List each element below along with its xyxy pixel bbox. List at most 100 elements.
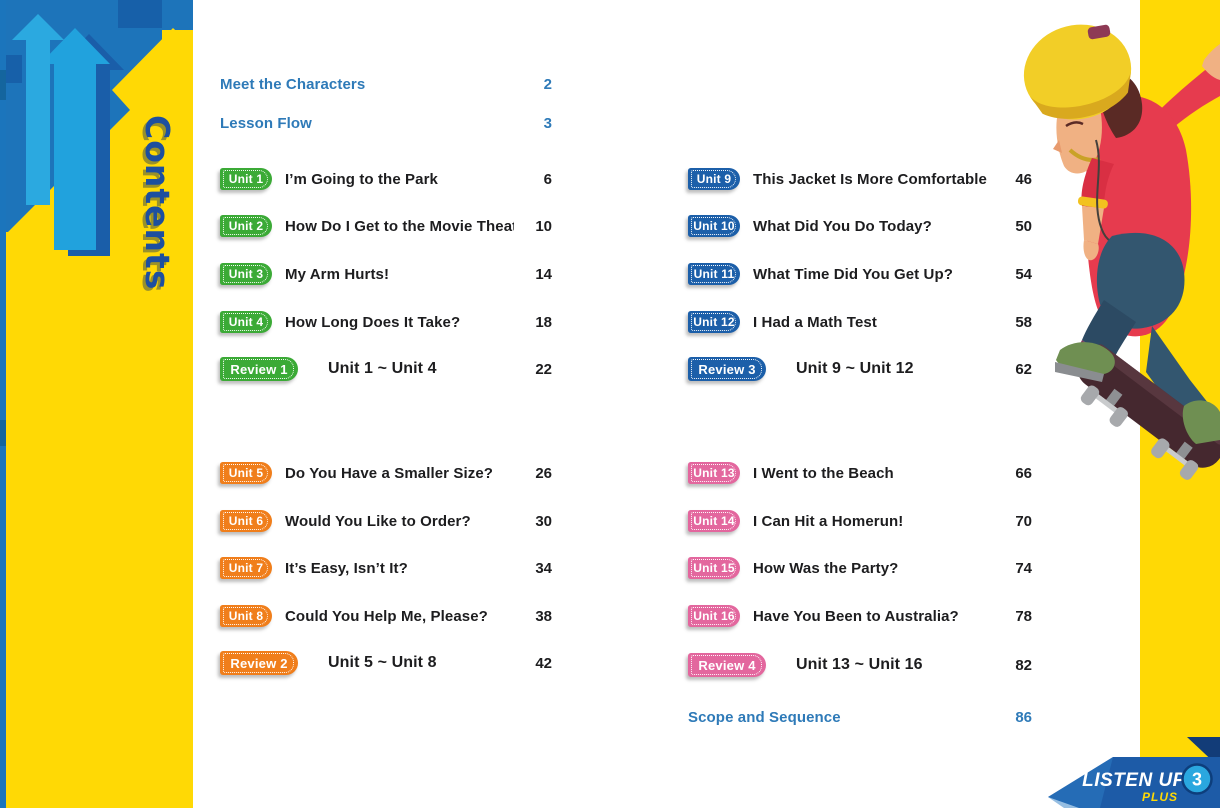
unit-title: I’m Going to the Park <box>285 170 438 188</box>
page-number: 86 <box>1015 708 1032 726</box>
page-number: 82 <box>1015 656 1032 674</box>
toc-entry-meet-the-characters[interactable]: Meet the Characters 2 <box>220 70 552 98</box>
page-number: 58 <box>1015 313 1032 331</box>
page-number: 26 <box>535 464 552 482</box>
toc-entry-lesson-flow[interactable]: Lesson Flow 3 <box>220 109 552 137</box>
unit-title: How Was the Party? <box>753 559 899 577</box>
unit-title: What Time Did You Get Up? <box>753 265 954 283</box>
toc-entry-unit-12[interactable]: Unit 12 I Had a Math Test 58 <box>688 308 1032 336</box>
sidebar-arrows-graphic <box>0 0 193 808</box>
unit-badge: Unit 15 <box>688 557 740 579</box>
review-badge: Review 1 <box>220 357 298 381</box>
unit-title: I Can Hit a Homerun! <box>753 512 904 530</box>
page-number: 10 <box>535 217 552 235</box>
page-number: 70 <box>1015 512 1032 530</box>
page-number: 14 <box>535 265 552 283</box>
toc-entry-unit-7[interactable]: Unit 7 It’s Easy, Isn’t It? 34 <box>220 554 552 582</box>
toc-entry-scope-and-sequence[interactable]: Scope and Sequence 86 <box>688 703 1032 731</box>
page-number: 38 <box>535 607 552 625</box>
level-number: 3 <box>1192 770 1202 790</box>
unit-badge: Unit 14 <box>688 510 740 532</box>
unit-badge: Unit 16 <box>688 605 740 627</box>
unit-title: Could You Help Me, Please? <box>285 607 488 625</box>
toc-right-column: Unit 9 This Jacket Is More Comfortable 4… <box>688 0 1032 808</box>
review-badge: Review 4 <box>688 653 766 677</box>
review-title: Unit 1 ~ Unit 4 <box>328 360 437 377</box>
toc-entry-unit-5[interactable]: Unit 5 Do You Have a Smaller Size? 26 <box>220 459 552 487</box>
page-number: 2 <box>543 75 552 93</box>
unit-badge: Unit 6 <box>220 510 272 532</box>
unit-title: How Do I Get to the Movie Theater? <box>285 217 514 235</box>
toc-entry-unit-3[interactable]: Unit 3 My Arm Hurts! 14 <box>220 260 552 288</box>
review-title: Unit 13 ~ Unit 16 <box>796 656 923 673</box>
toc-entry-review-4[interactable]: Review 4 Unit 13 ~ Unit 16 82 <box>688 650 1032 680</box>
review-badge: Review 3 <box>688 357 766 381</box>
page-number: 54 <box>1015 265 1032 283</box>
toc-entry-unit-14[interactable]: Unit 14 I Can Hit a Homerun! 70 <box>688 507 1032 535</box>
toc-entry-unit-1[interactable]: Unit 1 I’m Going to the Park 6 <box>220 165 552 193</box>
toc-entry-unit-16[interactable]: Unit 16 Have You Been to Australia? 78 <box>688 602 1032 630</box>
page-number: 66 <box>1015 464 1032 482</box>
page-number: 18 <box>535 313 552 331</box>
toc-entry-unit-4[interactable]: Unit 4 How Long Does It Take? 18 <box>220 308 552 336</box>
toc-entry-review-3[interactable]: Review 3 Unit 9 ~ Unit 12 62 <box>688 354 1032 384</box>
page-title: Contents <box>138 115 177 291</box>
unit-badge: Unit 10 <box>688 215 740 237</box>
unit-title: Do You Have a Smaller Size? <box>285 464 494 482</box>
unit-badge: Unit 7 <box>220 557 272 579</box>
page-number: 34 <box>535 559 552 577</box>
toc-entry-unit-2[interactable]: Unit 2 How Do I Get to the Movie Theater… <box>220 212 552 240</box>
level-badge <box>1181 763 1213 795</box>
review-title: Unit 9 ~ Unit 12 <box>796 360 914 377</box>
brand-logo: LISTEN UP PLUS 3 <box>1048 700 1220 808</box>
entry-label: Lesson Flow <box>220 114 312 132</box>
toc-entry-review-2[interactable]: Review 2 Unit 5 ~ Unit 8 42 <box>220 648 552 678</box>
brand-sub: PLUS <box>1142 790 1178 804</box>
page-number: 42 <box>535 654 552 672</box>
unit-title: Have You Been to Australia? <box>753 607 959 625</box>
page-number: 74 <box>1015 559 1032 577</box>
toc-entry-unit-6[interactable]: Unit 6 Would You Like to Order? 30 <box>220 507 552 535</box>
unit-badge: Unit 13 <box>688 462 740 484</box>
brand-name: LISTEN UP <box>1082 770 1186 791</box>
page-number: 46 <box>1015 170 1032 188</box>
page-number: 6 <box>543 170 552 188</box>
contents-sidebar: Contents <box>0 0 193 808</box>
unit-badge: Unit 2 <box>220 215 272 237</box>
entry-label: Meet the Characters <box>220 75 366 93</box>
page-number: 50 <box>1015 217 1032 235</box>
toc-entry-unit-13[interactable]: Unit 13 I Went to the Beach 66 <box>688 459 1032 487</box>
toc-entry-unit-15[interactable]: Unit 15 How Was the Party? 74 <box>688 554 1032 582</box>
skateboarder <box>1023 24 1220 480</box>
page-number: 22 <box>535 360 552 378</box>
entry-label: Scope and Sequence <box>688 708 841 726</box>
toc-entry-unit-11[interactable]: Unit 11 What Time Did You Get Up? 54 <box>688 260 1032 288</box>
unit-title: I Had a Math Test <box>753 313 877 331</box>
unit-title: How Long Does It Take? <box>285 313 461 331</box>
unit-badge: Unit 1 <box>220 168 272 190</box>
unit-badge: Unit 8 <box>220 605 272 627</box>
page-number: 3 <box>543 114 552 132</box>
unit-badge: Unit 12 <box>688 311 740 333</box>
toc-entry-unit-10[interactable]: Unit 10 What Did You Do Today? 50 <box>688 212 1032 240</box>
unit-title: Would You Like to Order? <box>285 512 471 530</box>
unit-title: What Did You Do Today? <box>753 217 932 235</box>
toc-entry-unit-9[interactable]: Unit 9 This Jacket Is More Comfortable 4… <box>688 165 1032 193</box>
unit-badge: Unit 4 <box>220 311 272 333</box>
page-number: 62 <box>1015 360 1032 378</box>
toc-entry-review-1[interactable]: Review 1 Unit 1 ~ Unit 4 22 <box>220 354 552 384</box>
unit-title: My Arm Hurts! <box>285 265 390 283</box>
toc-entry-unit-8[interactable]: Unit 8 Could You Help Me, Please? 38 <box>220 602 552 630</box>
page-number: 78 <box>1015 607 1032 625</box>
toc-left-column: Meet the Characters 2 Lesson Flow 3 Unit… <box>220 0 552 808</box>
unit-title: It’s Easy, Isn’t It? <box>285 559 408 577</box>
unit-badge: Unit 9 <box>688 168 740 190</box>
page-number: 30 <box>535 512 552 530</box>
unit-badge: Unit 5 <box>220 462 272 484</box>
unit-badge: Unit 3 <box>220 263 272 285</box>
review-title: Unit 5 ~ Unit 8 <box>328 654 437 671</box>
unit-badge: Unit 11 <box>688 263 740 285</box>
review-badge: Review 2 <box>220 651 298 675</box>
skateboarder-illustration <box>1023 0 1220 760</box>
